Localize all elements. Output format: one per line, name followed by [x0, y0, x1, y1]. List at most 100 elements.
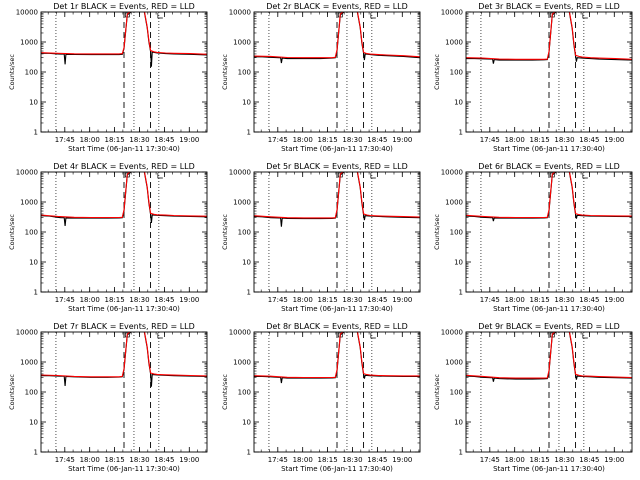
panel-title: Det 1r BLACK = Events, RED = LLD [53, 2, 195, 11]
x-axis-label: Start Time (06-Jan-11 17:30:40) [493, 465, 605, 473]
x-tick-label: 18:30 [342, 136, 362, 144]
y-tick-label: 10 [29, 259, 38, 267]
x-tick-label: 18:45 [367, 296, 387, 304]
y-tick-label: 1000 [20, 359, 38, 367]
lld-series-line [41, 332, 207, 378]
lld-series-line [466, 332, 632, 379]
x-tick-label: 18:30 [129, 296, 149, 304]
x-tick-label: 17:45 [480, 136, 500, 144]
x-tick-label: 18:00 [293, 136, 313, 144]
x-tick-label: 18:15 [529, 456, 549, 464]
data-series-group [41, 172, 207, 226]
y-tick-label: 1 [34, 129, 38, 137]
data-series-group [41, 12, 207, 67]
data-series-group [466, 172, 632, 222]
x-tick-label: 18:45 [579, 296, 599, 304]
y-tick-label: 1000 [445, 39, 463, 47]
x-tick-label: 18:00 [293, 296, 313, 304]
panel-title: Det 5r BLACK = Events, RED = LLD [266, 162, 408, 171]
x-tick-label: 18:00 [505, 136, 525, 144]
data-series-group [466, 332, 632, 382]
plot-frame [40, 171, 208, 293]
plot-frame [253, 331, 421, 453]
x-tick-label: 18:00 [80, 296, 100, 304]
y-tick-label: 10000 [441, 169, 463, 177]
end-marker-icon [370, 173, 376, 179]
x-tick-label: 18:30 [342, 456, 362, 464]
y-tick-label: 1 [459, 449, 463, 457]
x-tick-label: 18:45 [154, 296, 174, 304]
x-tick-label: 19:00 [392, 296, 412, 304]
panel-title: Det 3r BLACK = Events, RED = LLD [478, 2, 620, 11]
lld-series-line [254, 332, 420, 379]
y-tick-label: 1000 [233, 199, 251, 207]
y-axis-label: Counts/sec [433, 214, 441, 250]
lld-series-line [41, 172, 207, 219]
detector-panel-9: Det 9r BLACK = Events, RED = LLD 1 10 100 10… [433, 322, 633, 473]
x-tick-label: 18:15 [104, 296, 124, 304]
x-tick-label: 17:45 [55, 296, 75, 304]
panel-title: Det 7r BLACK = Events, RED = LLD [53, 322, 195, 331]
y-tick-label: 10000 [441, 329, 463, 337]
y-tick-label: 10 [29, 419, 38, 427]
y-tick-label: 10 [454, 259, 463, 267]
x-tick-label: 18:00 [293, 456, 313, 464]
x-axis-label: Start Time (06-Jan-11 17:30:40) [281, 145, 393, 153]
y-axis-label: Counts/sec [8, 374, 16, 410]
x-axis-label: Start Time (06-Jan-11 17:30:40) [68, 465, 180, 473]
y-tick-label: 100 [238, 389, 251, 397]
panel-title: Det 9r BLACK = Events, RED = LLD [478, 322, 620, 331]
y-tick-label: 1000 [233, 359, 251, 367]
x-tick-label: 17:45 [480, 296, 500, 304]
y-tick-label: 10 [29, 99, 38, 107]
x-tick-label: 17:45 [268, 296, 288, 304]
end-marker-icon [157, 333, 163, 339]
y-tick-label: 1000 [20, 39, 38, 47]
x-tick-label: 19:00 [604, 456, 624, 464]
x-tick-label: 19:00 [179, 136, 199, 144]
data-series-group [254, 12, 420, 64]
y-tick-label: 10 [242, 99, 251, 107]
events-series-line [41, 332, 207, 387]
x-tick-label: 18:45 [154, 136, 174, 144]
x-tick-label: 19:00 [179, 456, 199, 464]
x-tick-label: 18:45 [154, 456, 174, 464]
end-marker-icon [582, 173, 588, 179]
x-tick-label: 18:45 [579, 456, 599, 464]
detector-panel-8: Det 8r BLACK = Events, RED = LLD 1 10 100 10… [221, 322, 421, 473]
plot-frame [253, 11, 421, 133]
x-tick-label: 18:15 [529, 136, 549, 144]
y-tick-label: 100 [25, 69, 38, 77]
x-axis-label: Start Time (06-Jan-11 17:30:40) [493, 145, 605, 153]
y-tick-label: 10000 [16, 329, 38, 337]
plot-frame [465, 171, 633, 293]
y-tick-label: 10000 [229, 329, 251, 337]
x-axis-label: Start Time (06-Jan-11 17:30:40) [281, 465, 393, 473]
detector-panel-7: Det 7r BLACK = Events, RED = LLD 1 10 100 10… [8, 322, 208, 473]
y-tick-label: 100 [450, 69, 463, 77]
y-tick-label: 100 [238, 229, 251, 237]
x-axis-label: Start Time (06-Jan-11 17:30:40) [68, 305, 180, 313]
y-axis-label: Counts/sec [8, 214, 16, 250]
y-tick-label: 1 [34, 289, 38, 297]
panel-title: Det 2r BLACK = Events, RED = LLD [266, 2, 408, 11]
x-axis-label: Start Time (06-Jan-11 17:30:40) [493, 305, 605, 313]
y-tick-label: 1000 [445, 199, 463, 207]
panel-title: Det 8r BLACK = Events, RED = LLD [266, 322, 408, 331]
data-series-group [466, 12, 632, 64]
detector-panel-4: Det 4r BLACK = Events, RED = LLD 1 10 100 10… [8, 162, 208, 313]
y-tick-label: 1000 [20, 199, 38, 207]
x-tick-label: 18:15 [104, 456, 124, 464]
end-marker-icon [157, 13, 163, 19]
end-marker-icon [370, 333, 376, 339]
x-tick-label: 18:45 [579, 136, 599, 144]
panel-title: Det 6r BLACK = Events, RED = LLD [478, 162, 620, 171]
y-tick-label: 1000 [233, 39, 251, 47]
x-tick-label: 18:30 [554, 296, 574, 304]
x-tick-label: 18:15 [317, 296, 337, 304]
y-tick-label: 10 [454, 419, 463, 427]
y-tick-label: 10000 [229, 169, 251, 177]
detector-panel-3: Det 3r BLACK = Events, RED = LLD 1 10 100 10… [433, 2, 633, 153]
x-tick-label: 18:30 [129, 456, 149, 464]
